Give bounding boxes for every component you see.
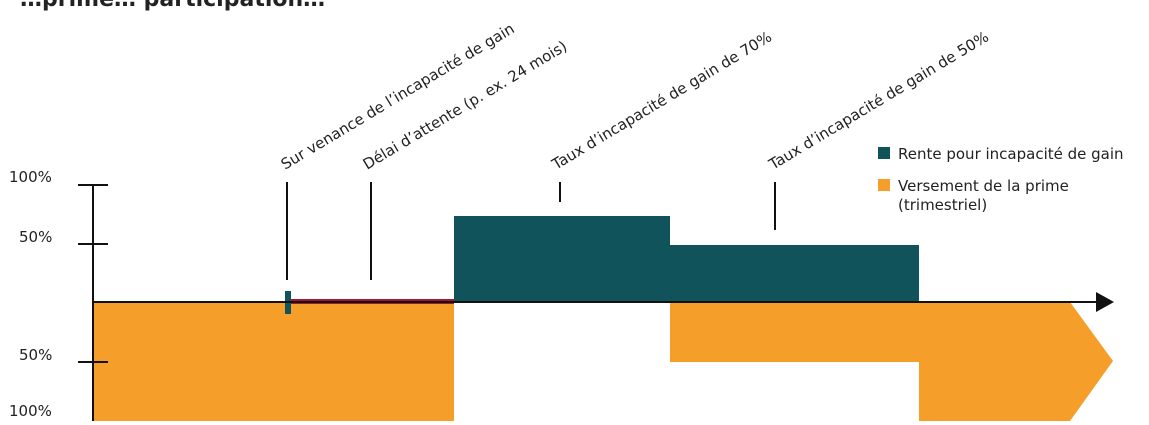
premium-band-initial bbox=[93, 302, 454, 421]
premium-band-continuation bbox=[919, 302, 1113, 421]
y-label-50-top: 50% bbox=[19, 228, 52, 246]
y-label-50-bottom: 50% bbox=[19, 346, 52, 364]
annotation-70: Taux d’incapacité de gain de 70% bbox=[548, 28, 775, 174]
legend-sublabel-prime: (trimestriel) bbox=[898, 196, 987, 214]
legend-label-prime: Versement de la prime bbox=[898, 177, 1069, 195]
x-axis-arrow-icon bbox=[1096, 292, 1114, 312]
legend-swatch-prime bbox=[878, 179, 890, 191]
premium-band-50 bbox=[670, 302, 919, 362]
rente-band-50 bbox=[670, 245, 919, 302]
legend-swatch-rente bbox=[878, 147, 890, 159]
rente-band-70 bbox=[454, 216, 670, 302]
y-label-100-top: 100% bbox=[9, 168, 52, 186]
y-label-100-bottom: 100% bbox=[9, 402, 52, 420]
legend-label-rente: Rente pour incapacité de gain bbox=[898, 145, 1124, 163]
diagram-title: …prime… participation… bbox=[20, 0, 325, 12]
